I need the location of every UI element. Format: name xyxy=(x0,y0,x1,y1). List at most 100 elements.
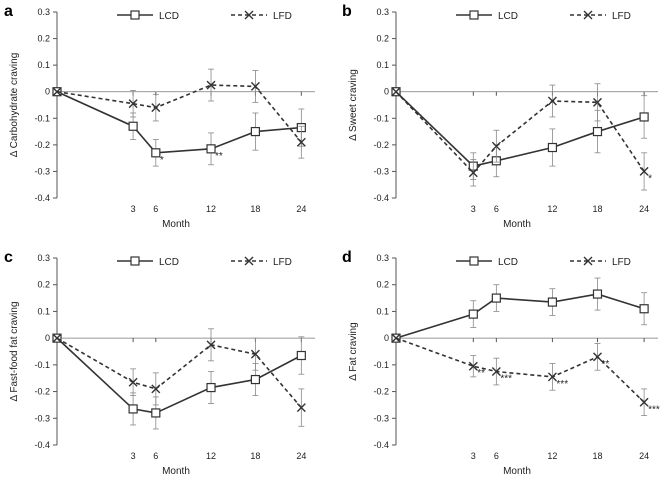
data-point-lfd xyxy=(491,367,501,377)
significance-label: * xyxy=(648,173,652,184)
data-point-lfd xyxy=(547,96,557,106)
data-point-lfd xyxy=(639,166,649,176)
series-line-lcd xyxy=(56,337,302,414)
significance-label: * xyxy=(160,155,164,166)
data-point-lfd xyxy=(391,87,401,97)
series-line-lcd xyxy=(395,91,645,167)
y-tick-label: 0.1 xyxy=(376,306,389,316)
data-point-lfd xyxy=(296,403,306,413)
y-axis-label: Δ Carbohydrate craving xyxy=(9,53,20,158)
legend-lcd-label: LCD xyxy=(159,11,179,22)
legend-lfd-label: LFD xyxy=(273,257,292,268)
x-tick-label: 18 xyxy=(250,204,260,214)
data-point-lcd xyxy=(296,350,306,361)
chart-panel-c: c 0.3 0.2 0.1 0 -0.1 -0.2 -0.3 -0.4 3 6 12 18 24 Month… xyxy=(4,249,315,477)
data-point-lfd xyxy=(250,349,260,359)
series-line-lfd xyxy=(395,91,645,174)
series-line-lfd xyxy=(56,337,302,409)
legend-lcd-label: LCD xyxy=(159,257,179,268)
data-point-lcd xyxy=(128,404,138,414)
panel-label: c xyxy=(4,249,13,266)
y-tick-label: -0.2 xyxy=(34,387,50,397)
x-axis-label: Month xyxy=(503,466,531,477)
panel-label: a xyxy=(4,3,13,20)
y-axis-label: Δ Fast-food fat craving xyxy=(9,301,20,401)
x-tick-label: 12 xyxy=(206,204,216,214)
significance-label: ** xyxy=(601,359,609,370)
data-point-lcd xyxy=(639,304,649,314)
data-point-lfd xyxy=(128,377,138,387)
data-point-lfd xyxy=(491,141,501,151)
x-tick-label: 24 xyxy=(639,451,649,461)
x-tick-label: 6 xyxy=(153,451,158,461)
data-point-lcd xyxy=(151,408,161,418)
y-tick-label: -0.3 xyxy=(34,166,50,176)
series-lfd: ** *** ******** xyxy=(391,333,660,417)
x-tick-label: 6 xyxy=(494,204,499,214)
y-tick-label: -0.1 xyxy=(373,360,389,370)
data-point-lfd xyxy=(151,103,161,113)
x-tick-label: 6 xyxy=(494,451,499,461)
y-tick-label: 0.2 xyxy=(376,34,389,44)
y-tick-label: 0 xyxy=(384,87,389,97)
legend-lfd-marker xyxy=(583,256,593,266)
y-tick-label: 0.2 xyxy=(37,34,50,44)
significance-label: *** xyxy=(556,379,568,390)
legend-lcd-marker xyxy=(130,10,140,20)
y-tick-label: 0.3 xyxy=(376,7,389,17)
legend-lcd-marker xyxy=(469,256,479,266)
y-tick-label: 0.1 xyxy=(37,306,50,316)
chart-panel-d: d 0.3 0.2 0.1 0 -0.1 -0.2 -0.3 -0.4 3 6 12 18 24 Month… xyxy=(342,249,660,477)
y-tick-label: -0.2 xyxy=(373,140,389,150)
x-tick-label: 24 xyxy=(296,204,306,214)
y-tick-label: -0.4 xyxy=(373,440,389,450)
x-tick-label: 18 xyxy=(592,204,602,214)
panel-label: d xyxy=(342,249,352,266)
data-point-lfd xyxy=(592,352,602,362)
significance-label: ** xyxy=(477,368,485,379)
data-point-lcd xyxy=(468,309,478,319)
data-point-lcd xyxy=(250,374,261,385)
data-point-lcd xyxy=(206,382,216,393)
data-point-lcd xyxy=(250,126,261,137)
data-point-lfd xyxy=(592,97,602,107)
y-tick-label: -0.3 xyxy=(373,166,389,176)
x-tick-label: 3 xyxy=(131,451,136,461)
data-point-lcd xyxy=(128,121,138,131)
x-tick-label: 18 xyxy=(592,451,602,461)
series-lfd xyxy=(52,68,306,159)
significance-label: *** xyxy=(648,404,660,415)
x-tick-label: 18 xyxy=(250,451,260,461)
x-tick-label: 3 xyxy=(471,451,476,461)
x-axis-label: Month xyxy=(162,466,190,477)
y-tick-label: 0.3 xyxy=(37,253,50,263)
legend-lfd-label: LFD xyxy=(273,11,292,22)
y-tick-label: 0.3 xyxy=(37,7,50,17)
series-lfd xyxy=(52,328,306,427)
y-tick-label: 0.1 xyxy=(37,60,50,70)
x-tick-label: 6 xyxy=(153,204,158,214)
data-point-lcd xyxy=(592,126,603,137)
legend-lfd-marker xyxy=(583,10,593,20)
significance-label: *** xyxy=(500,374,512,385)
chart-panel-a: a 0.3 0.2 0.1 0 -0.1 -0.2 -0.3 -0.4 3 6 12 18 24 Month… xyxy=(4,3,315,230)
legend-lcd-label: LCD xyxy=(498,11,518,22)
y-tick-label: 0.1 xyxy=(376,60,389,70)
y-tick-label: 0 xyxy=(384,333,389,343)
legend-lfd-label: LFD xyxy=(612,257,631,268)
x-tick-label: 3 xyxy=(131,204,136,214)
x-tick-label: 3 xyxy=(471,204,476,214)
data-point-lcd xyxy=(592,289,603,299)
x-tick-label: 12 xyxy=(206,451,216,461)
y-tick-label: -0.1 xyxy=(34,113,50,123)
x-tick-label: 24 xyxy=(639,204,649,214)
significance-label: ** xyxy=(215,151,223,162)
series-line-lfd xyxy=(395,337,645,403)
y-tick-label: -0.1 xyxy=(34,360,50,370)
y-tick-label: -0.4 xyxy=(34,440,50,450)
y-tick-label: -0.2 xyxy=(34,140,50,150)
data-point-lcd xyxy=(547,297,558,307)
y-tick-label: -0.1 xyxy=(373,113,389,123)
legend-lcd-label: LCD xyxy=(498,257,518,268)
legend-lfd-marker xyxy=(244,256,254,266)
